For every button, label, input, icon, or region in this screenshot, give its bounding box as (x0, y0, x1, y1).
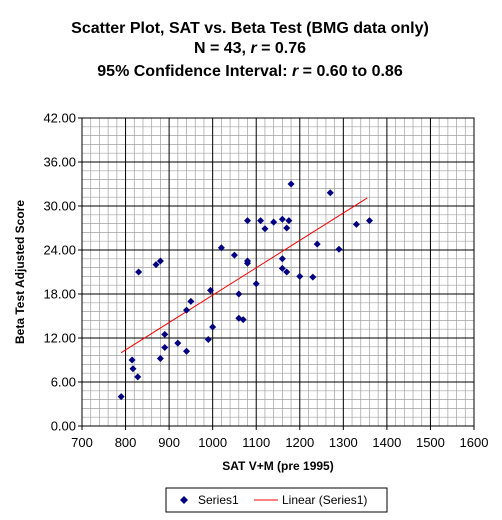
y-tick-label: 18.00 (43, 287, 76, 302)
data-point (117, 393, 125, 401)
title-line-3-part-2: = 0.60 to 0.86 (298, 63, 403, 80)
title-line-2: N = 43, r = 0.76 (194, 40, 306, 57)
y-tick-label: 12.00 (43, 331, 76, 346)
data-point (174, 339, 182, 347)
x-tick-label: 1300 (329, 435, 358, 450)
plot-frame (81, 117, 475, 427)
data-point (252, 280, 260, 288)
data-point (230, 251, 238, 259)
data-point (161, 330, 169, 338)
data-point (156, 355, 164, 363)
legend: Series1 Linear (Series1) (165, 487, 388, 513)
data-point (129, 365, 137, 373)
y-tick-label: 0.00 (51, 419, 76, 434)
data-point (134, 373, 142, 381)
data-point (352, 220, 360, 228)
data-point (239, 316, 247, 324)
data-point (217, 244, 225, 252)
title-line-2-part-2: = 0.76 (257, 40, 306, 57)
data-point (365, 217, 373, 225)
legend-series1-marker (180, 496, 188, 504)
data-point (156, 257, 164, 265)
data-point (278, 255, 286, 263)
title-line-3-r-symbol: r (292, 63, 299, 80)
data-point (283, 224, 291, 232)
data-point (128, 356, 136, 364)
data-point (261, 225, 269, 233)
trend-line (120, 197, 368, 354)
data-point (283, 268, 291, 276)
data-point (135, 268, 143, 276)
data-point (209, 323, 217, 331)
y-tick-label: 36.00 (43, 155, 76, 170)
trendline (120, 197, 368, 354)
data-point (257, 217, 265, 225)
data-point (183, 347, 191, 355)
title-line-2-part-1: N = 43, (194, 40, 250, 57)
y-axis-label: Beta Test Adjusted Score (13, 200, 27, 344)
x-tick-label: 1400 (372, 435, 401, 450)
data-point (285, 217, 293, 225)
data-point (183, 306, 191, 314)
data-point (235, 290, 243, 298)
x-tick-label: 1500 (416, 435, 445, 450)
data-point (152, 261, 160, 269)
x-tick-label: 700 (71, 435, 93, 450)
data-point (335, 245, 343, 253)
x-tick-label: 1600 (460, 435, 489, 450)
data-point (313, 240, 321, 248)
x-tick-label: 1000 (198, 435, 227, 450)
axes: 700 800 900 1000 1100 1200 1300 1400 1500 1600 0.0… (43, 111, 488, 451)
data-point (270, 218, 278, 226)
data-point (206, 286, 214, 294)
x-tick-label: 800 (115, 435, 137, 450)
x-tick-label: 900 (158, 435, 180, 450)
chart-title: Scatter Plot, SAT vs. Beta Test (BMG dat… (71, 20, 429, 80)
data-point (244, 217, 252, 225)
data-point (161, 344, 169, 352)
data-point (326, 189, 334, 197)
x-tick-label: 1100 (242, 435, 270, 450)
data-point (187, 297, 195, 305)
x-axis-label: SAT V+M (pre 1995) (222, 459, 333, 473)
data-point (278, 215, 286, 223)
y-tick-label: 30.00 (43, 199, 76, 214)
title-line-1: Scatter Plot, SAT vs. Beta Test (BMG dat… (71, 20, 429, 37)
title-line-3-part-1: 95% Confidence Interval: (97, 63, 292, 80)
data-point (204, 335, 212, 343)
x-tick-label: 1200 (285, 435, 314, 450)
data-point (244, 259, 252, 267)
data-point (309, 273, 317, 281)
data-points (117, 180, 373, 401)
y-tick-label: 24.00 (43, 243, 76, 258)
data-point (296, 272, 304, 280)
data-point (287, 180, 295, 188)
title-line-3: 95% Confidence Interval: r = 0.60 to 0.8… (97, 63, 403, 80)
legend-series1-label: Series1 (198, 493, 239, 507)
legend-trend-label: Linear (Series1) (282, 493, 367, 507)
data-point (278, 264, 286, 272)
y-tick-label: 42.00 (43, 111, 76, 126)
y-tick-label: 6.00 (51, 375, 76, 390)
title-line-2-r-symbol: r (250, 40, 257, 57)
